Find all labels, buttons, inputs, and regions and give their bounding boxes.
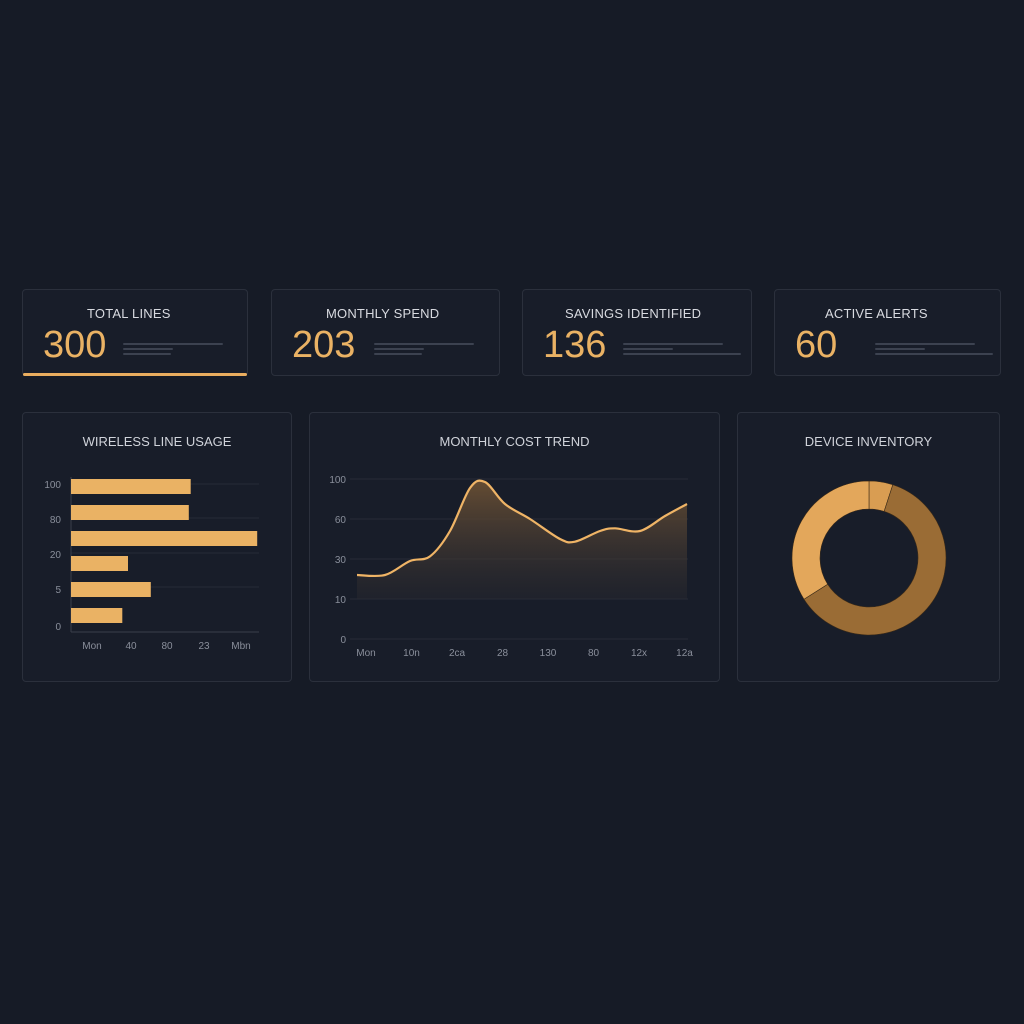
kpi-title: MONTHLY SPEND: [326, 306, 440, 321]
kpi-card[interactable]: ACTIVE ALERTS 60: [774, 289, 1001, 376]
y-tick-label: 100: [44, 480, 61, 491]
x-tick-label: 12a: [676, 648, 693, 659]
x-tick-label: 2ca: [449, 648, 466, 659]
kpi-description: [875, 343, 993, 355]
donut-slice[interactable]: [803, 484, 947, 636]
bar[interactable]: [71, 556, 128, 571]
series-line: [356, 479, 688, 578]
donut-slice[interactable]: [791, 480, 870, 600]
kpi-value: 203: [292, 324, 356, 366]
monthly-cost-trend-panel: MONTHLY COST TREND 100 60 30 10 0 Mon 10n 2ca 28…: [309, 412, 720, 682]
donut-chart: [791, 480, 947, 636]
x-tick-label: 130: [540, 648, 557, 659]
bar-chart: 100 80 20 5 0 Mon 40 80 23 Mbn: [44, 477, 259, 652]
kpi-description: [374, 343, 474, 355]
active-indicator: [23, 373, 247, 376]
x-tick-label: 10n: [403, 648, 420, 659]
y-tick-label: 20: [50, 550, 62, 561]
kpi-description: [623, 343, 741, 355]
kpi-card[interactable]: SAVINGS IDENTIFIED 136: [522, 289, 752, 376]
kpi-title: TOTAL LINES: [87, 306, 171, 321]
x-tick-label: 12x: [631, 648, 647, 659]
x-tick-label: Mon: [356, 648, 375, 659]
kpi-description: [123, 343, 223, 355]
kpi-value: 136: [543, 324, 607, 366]
bar[interactable]: [71, 608, 123, 623]
y-tick-label: 0: [55, 622, 61, 633]
x-tick-label: 80: [161, 641, 173, 652]
bar[interactable]: [71, 531, 258, 546]
kpi-card[interactable]: MONTHLY SPEND 203: [271, 289, 500, 376]
x-tick-label: 80: [588, 648, 600, 659]
y-tick-label: 0: [340, 635, 346, 646]
y-tick-label: 30: [335, 555, 347, 566]
kpi-value: 300: [43, 324, 107, 366]
y-tick-label: 100: [329, 475, 346, 486]
x-tick-label: Mon: [82, 641, 101, 652]
panel-title: MONTHLY COST TREND: [439, 434, 590, 449]
device-inventory-panel: DEVICE INVENTORY: [737, 412, 1000, 682]
panel-title: WIRELESS LINE USAGE: [82, 434, 232, 449]
panel-title: DEVICE INVENTORY: [804, 434, 933, 449]
bar[interactable]: [71, 582, 151, 597]
y-tick-label: 5: [55, 585, 61, 596]
bar[interactable]: [71, 505, 189, 520]
bar[interactable]: [71, 479, 191, 494]
kpi-title: SAVINGS IDENTIFIED: [565, 306, 702, 321]
x-tick-label: 28: [497, 648, 509, 659]
kpi-card[interactable]: TOTAL LINES 300: [22, 289, 248, 376]
x-tick-label: Mbn: [231, 641, 250, 652]
kpi-title: ACTIVE ALERTS: [825, 306, 928, 321]
x-tick-label: 40: [125, 641, 137, 652]
x-tick-label: 23: [198, 641, 210, 652]
kpi-value: 60: [795, 324, 838, 366]
y-tick-label: 60: [335, 515, 347, 526]
area-fill: [357, 480, 687, 599]
y-tick-label: 10: [335, 595, 347, 606]
y-tick-label: 80: [50, 515, 62, 526]
wireless-line-usage-panel: WIRELESS LINE USAGE 100 80 20 5 0 Mon 40 80 23 Mb…: [22, 412, 292, 682]
